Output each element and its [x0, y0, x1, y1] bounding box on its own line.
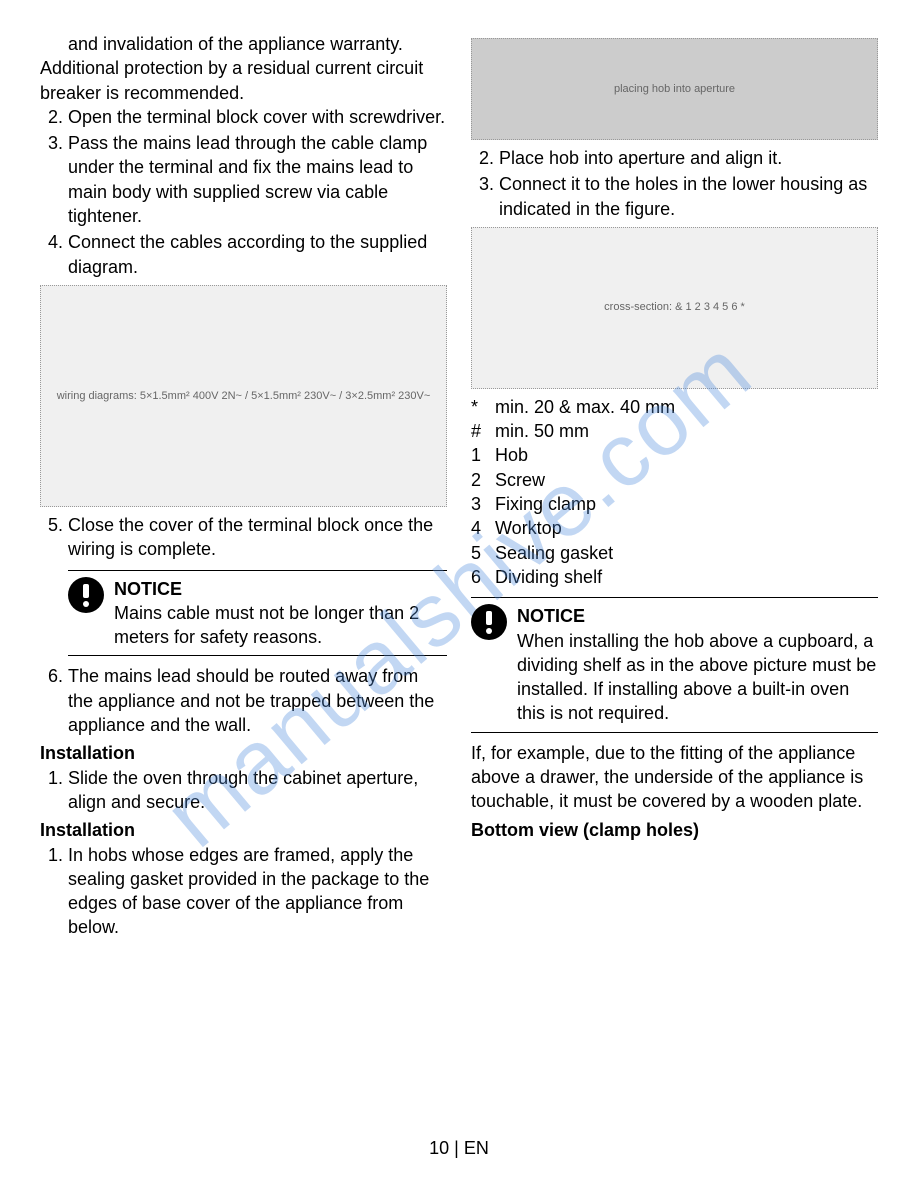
legend-value: Worktop [495, 516, 689, 540]
main-step-6: The mains lead should be routed away fro… [40, 664, 447, 737]
legend-key: 2 [471, 468, 495, 492]
right-step-2: Place hob into aperture and align it. [499, 146, 878, 170]
cross-section-figure: cross-section: & 1 2 3 4 5 6 * [471, 227, 878, 389]
step-4: Connect the cables according to the supp… [68, 230, 447, 279]
step-2: Open the terminal block cover with screw… [68, 105, 447, 129]
step-5: Close the cover of the terminal block on… [68, 513, 447, 562]
legend-key: * [471, 395, 495, 419]
main-steps-2-4: Open the terminal block cover with screw… [40, 105, 447, 279]
para-after-notice: If, for example, due to the fitting of t… [471, 741, 878, 814]
legend-value: Fixing clamp [495, 492, 689, 516]
notice-2-body: When installing the hob above a cupboard… [517, 629, 878, 726]
legend-row: #min. 50 mm [471, 419, 689, 443]
legend-row: 1Hob [471, 443, 689, 467]
legend-value: min. 20 & max. 40 mm [495, 395, 689, 419]
install-b-step1: In hobs whose edges are framed, apply th… [68, 843, 447, 940]
notice-icon [68, 577, 104, 613]
installation-heading-b: Installation [40, 818, 447, 842]
legend-table: *min. 20 & max. 40 mm#min. 50 mm1Hob2Scr… [471, 395, 689, 589]
legend-value: Sealing gasket [495, 541, 689, 565]
bottom-view-heading: Bottom view (clamp holes) [471, 818, 878, 842]
right-steps: Place hob into aperture and align it. Co… [471, 146, 878, 221]
legend-row: 5Sealing gasket [471, 541, 689, 565]
installation-heading-a: Installation [40, 741, 447, 765]
notice-1-title: NOTICE [114, 577, 447, 601]
legend-row: 2Screw [471, 468, 689, 492]
legend-value: Screw [495, 468, 689, 492]
notice-2: NOTICE When installing the hob above a c… [471, 597, 878, 732]
page-columns: and invalidation of the appliance warran… [0, 0, 918, 942]
wiring-diagram-figure: wiring diagrams: 5×1.5mm² 400V 2N~ / 5×1… [40, 285, 447, 507]
install-b-list: In hobs whose edges are framed, apply th… [40, 843, 447, 940]
legend-key: 3 [471, 492, 495, 516]
legend-row: *min. 20 & max. 40 mm [471, 395, 689, 419]
legend-value: min. 50 mm [495, 419, 689, 443]
legend-key: 1 [471, 443, 495, 467]
right-step-3: Connect it to the holes in the lower hou… [499, 172, 878, 221]
intro-extra: Additional protection by a residual curr… [40, 56, 447, 105]
intro-tail: and invalidation of the appliance warran… [40, 32, 447, 56]
legend-row: 3Fixing clamp [471, 492, 689, 516]
hob-photo-figure: placing hob into aperture [471, 38, 878, 140]
page-footer: 10 | EN [0, 1136, 918, 1160]
install-a-list: Slide the oven through the cabinet apert… [40, 766, 447, 815]
notice-2-text: NOTICE When installing the hob above a c… [517, 604, 878, 725]
notice-1-body: Mains cable must not be longer than 2 me… [114, 601, 447, 650]
step-6: The mains lead should be routed away fro… [68, 664, 447, 737]
left-column: and invalidation of the appliance warran… [40, 32, 447, 942]
legend-key: # [471, 419, 495, 443]
notice-1-text: NOTICE Mains cable must not be longer th… [114, 577, 447, 650]
legend-row: 4Worktop [471, 516, 689, 540]
legend-row: 6Dividing shelf [471, 565, 689, 589]
legend-key: 5 [471, 541, 495, 565]
legend-key: 4 [471, 516, 495, 540]
notice-2-title: NOTICE [517, 604, 878, 628]
right-column: placing hob into aperture Place hob into… [471, 32, 878, 942]
install-a-step1: Slide the oven through the cabinet apert… [68, 766, 447, 815]
notice-icon [471, 604, 507, 640]
notice-1: NOTICE Mains cable must not be longer th… [68, 570, 447, 657]
legend-value: Dividing shelf [495, 565, 689, 589]
legend-value: Hob [495, 443, 689, 467]
step-3: Pass the mains lead through the cable cl… [68, 131, 447, 228]
legend-key: 6 [471, 565, 495, 589]
main-step-5: Close the cover of the terminal block on… [40, 513, 447, 562]
